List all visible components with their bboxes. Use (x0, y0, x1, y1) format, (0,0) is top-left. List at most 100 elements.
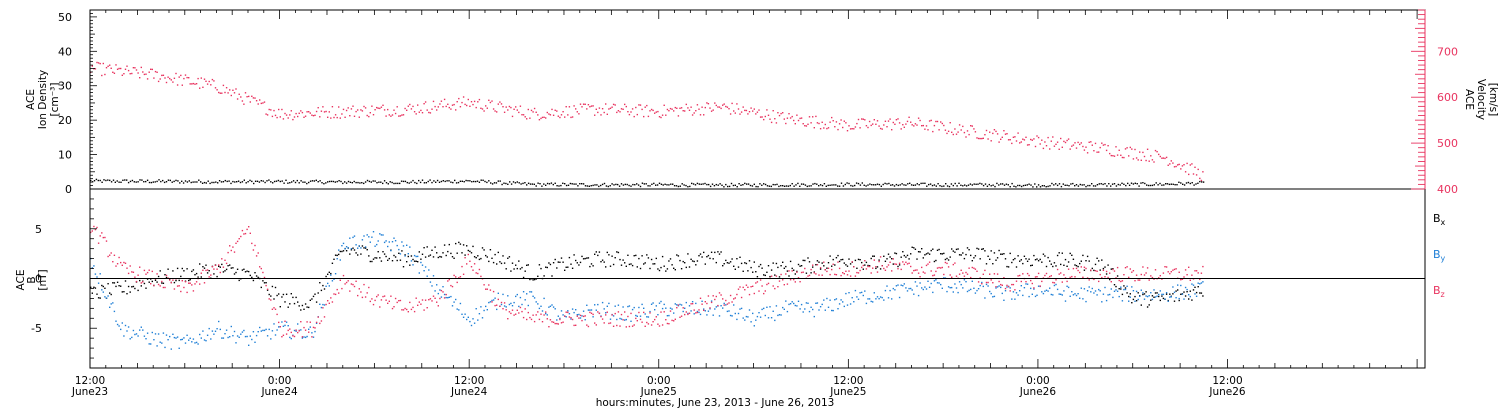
bz-point-2-63 (189, 282, 191, 284)
by-point-1-88 (229, 336, 231, 338)
velocity-point-1-228 (450, 108, 452, 110)
bz-point-2-15 (113, 254, 116, 256)
bz-point-2-307 (575, 324, 577, 326)
bz-point-2-11 (107, 255, 109, 258)
by-point-1-262 (503, 305, 506, 307)
bz-point-2-569 (989, 273, 991, 275)
bz-point-2-536 (936, 267, 939, 269)
density-point-0-220 (507, 183, 509, 185)
velocity-point-1-485 (856, 122, 858, 125)
density-point-0-154 (382, 182, 384, 185)
bx-point-0-535 (935, 259, 937, 262)
bz-point-2-4 (96, 226, 98, 229)
by-point-1-231 (455, 298, 457, 301)
bx-point-0-285 (540, 267, 542, 270)
bz-point-2-314 (586, 324, 588, 326)
density-point-0-505 (1047, 185, 1049, 188)
by-point-1-555 (966, 290, 969, 293)
bz-point-2-396 (715, 295, 717, 298)
bz-point-2-126 (289, 328, 291, 330)
velocity-point-1-450 (800, 117, 803, 119)
velocity-point-1-501 (881, 128, 883, 130)
by-point-1-299 (562, 314, 564, 316)
bz-point-2-443 (789, 279, 792, 281)
density-point-0-44 (173, 180, 175, 183)
velocity-point-1-311 (581, 106, 583, 108)
by-point-1-361 (660, 300, 662, 303)
by-point-1-498 (876, 296, 879, 298)
bz-point-2-131 (297, 331, 299, 334)
bx-point-0-213 (426, 246, 428, 248)
bx-point-0-644 (1107, 264, 1109, 266)
velocity-point-1-288 (545, 117, 547, 119)
by-point-1-595 (1030, 287, 1032, 290)
velocity-point-1-373 (679, 107, 681, 109)
density-point-0-344 (742, 184, 744, 186)
velocity-point-1-286 (541, 116, 544, 119)
by-point-1-661 (1134, 300, 1136, 302)
bx-point-0-671 (1150, 299, 1152, 301)
by-point-1-473 (837, 308, 839, 310)
by-point-1-63 (189, 337, 191, 339)
density-point-0-192 (454, 179, 456, 182)
bz-point-2-446 (794, 281, 796, 283)
bz-point-2-340 (627, 315, 629, 318)
bz-point-2-533 (932, 274, 934, 277)
by-point-1-641 (1102, 293, 1105, 295)
by-point-1-532 (930, 282, 932, 285)
bz-point-2-478 (845, 270, 847, 272)
bx-point-0-569 (989, 258, 991, 260)
by-point-1-177 (369, 241, 371, 243)
density-point-0-377 (804, 184, 807, 186)
velocity-point-1-76 (210, 84, 212, 86)
velocity-point-1-361 (660, 116, 662, 119)
bz-point-2-352 (646, 321, 648, 324)
bx-point-0-471 (834, 264, 836, 266)
bx-point-0-345 (635, 254, 637, 257)
bz-point-2-142 (314, 327, 316, 329)
bz-point-2-114 (270, 299, 272, 301)
bz-point-2-540 (943, 273, 945, 276)
velocity-point-1-474 (838, 123, 841, 125)
by-point-1-511 (897, 284, 899, 286)
x-tick-date-6: June26 (1208, 386, 1246, 398)
bz-point-2-360 (658, 325, 661, 327)
bz-point-2-681 (1165, 266, 1168, 268)
bz-point-2-621 (1071, 275, 1073, 278)
bz-point-2-315 (587, 325, 590, 328)
bx-point-0-494 (870, 257, 872, 260)
by-point-1-564 (981, 281, 983, 284)
velocity-point-1-688 (1177, 164, 1179, 166)
bz-point-2-456 (810, 268, 812, 271)
by-point-1-622 (1072, 294, 1075, 296)
bx-point-0-191 (391, 260, 394, 262)
density-point-0-287 (634, 184, 636, 186)
bz-point-2-306 (573, 324, 575, 327)
by-point-1-427 (764, 314, 766, 317)
by-point-1-275 (524, 299, 526, 301)
bz-point-2-552 (962, 272, 964, 274)
velocity-point-1-363 (663, 104, 665, 106)
bx-point-0-14 (112, 282, 114, 284)
velocity-point-1-218 (434, 105, 436, 108)
bz-point-2-474 (838, 267, 841, 270)
bx-point-0-542 (946, 257, 948, 260)
by-point-1-10 (105, 297, 108, 299)
by-point-1-340 (627, 305, 629, 308)
bx-point-0-581 (1007, 266, 1010, 268)
density-point-0-73 (228, 180, 230, 182)
bz-point-2-680 (1164, 266, 1166, 268)
bz-point-2-617 (1064, 277, 1067, 279)
bz-point-2-263 (505, 309, 507, 311)
by-point-1-416 (747, 316, 749, 318)
bx-point-0-253 (489, 249, 492, 251)
bz-point-2-369 (673, 320, 675, 322)
x-tick-time-6: 12:00 (1212, 375, 1242, 387)
by-point-1-610 (1053, 284, 1056, 287)
bz-point-2-607 (1049, 275, 1051, 278)
density-point-0-200 (469, 180, 471, 182)
velocity-point-1-571 (992, 132, 994, 135)
bx-point-0-654 (1123, 285, 1125, 287)
bx-point-0-472 (835, 257, 838, 259)
bx-point-0-584 (1012, 259, 1015, 261)
